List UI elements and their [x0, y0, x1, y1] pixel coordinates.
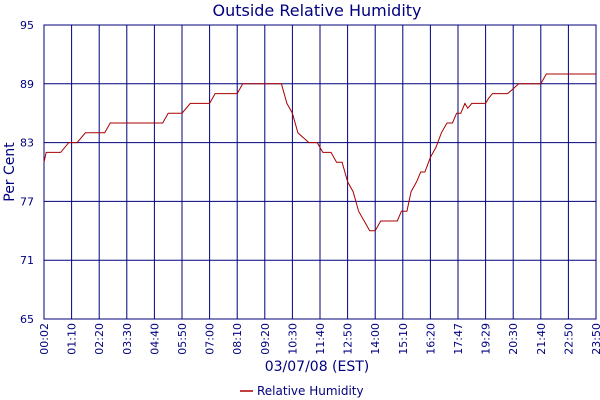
x-tick-label: 11:40: [314, 323, 327, 355]
y-axis-label: Per Cent: [2, 142, 18, 202]
y-tick-labels: 65 71 77 83 89 95: [20, 19, 34, 326]
y-tick-label: 95: [20, 19, 34, 32]
y-tick-label: 89: [20, 78, 34, 91]
x-tick-label: 08:10: [231, 323, 244, 355]
x-tick-label: 12:50: [342, 323, 355, 355]
horizontal-gridlines: [44, 83, 596, 261]
x-tick-label: 01:10: [66, 323, 79, 355]
x-tick-label: 21:40: [535, 323, 548, 355]
series-line: [43, 73, 596, 232]
x-tick-label: 14:00: [369, 323, 382, 355]
x-axis-label: 03/07/08 (EST): [265, 359, 370, 375]
x-tick-label: 05:50: [176, 323, 189, 355]
legend: Relative Humidity: [240, 384, 364, 398]
y-tick-label: 77: [20, 195, 34, 208]
series-lines: [43, 73, 596, 232]
x-tick-label: 15:10: [397, 323, 410, 355]
x-tick-label: 22:50: [562, 323, 575, 355]
y-tick-label: 71: [20, 254, 34, 267]
x-tick-label: 20:30: [507, 323, 520, 355]
x-tick-label: 03:30: [121, 323, 134, 355]
x-tick-label: 19:29: [480, 323, 493, 355]
x-tick-labels: 00:02 01:10 02:20 03:30 04:40 05:50 07:00 08:10…: [38, 323, 600, 355]
x-tick-label: 23:50: [590, 323, 600, 355]
vertical-gridlines: [71, 25, 569, 319]
y-tick-label: 65: [20, 313, 34, 326]
x-tick-label: 04:40: [148, 323, 161, 355]
y-tick-label: 83: [20, 137, 34, 150]
plot-area: [43, 24, 597, 320]
x-tick-label: 09:20: [259, 323, 272, 355]
x-tick-label: 10:30: [286, 323, 299, 355]
x-tick-label: 02:20: [93, 323, 106, 355]
legend-label: Relative Humidity: [257, 384, 364, 398]
x-tick-label: 00:02: [38, 323, 51, 355]
x-tick-label: 17:47: [452, 323, 465, 355]
x-tick-label: 16:20: [424, 323, 437, 355]
x-tick-label: 07:00: [204, 323, 217, 355]
chart-title: Outside Relative Humidity: [212, 1, 421, 20]
